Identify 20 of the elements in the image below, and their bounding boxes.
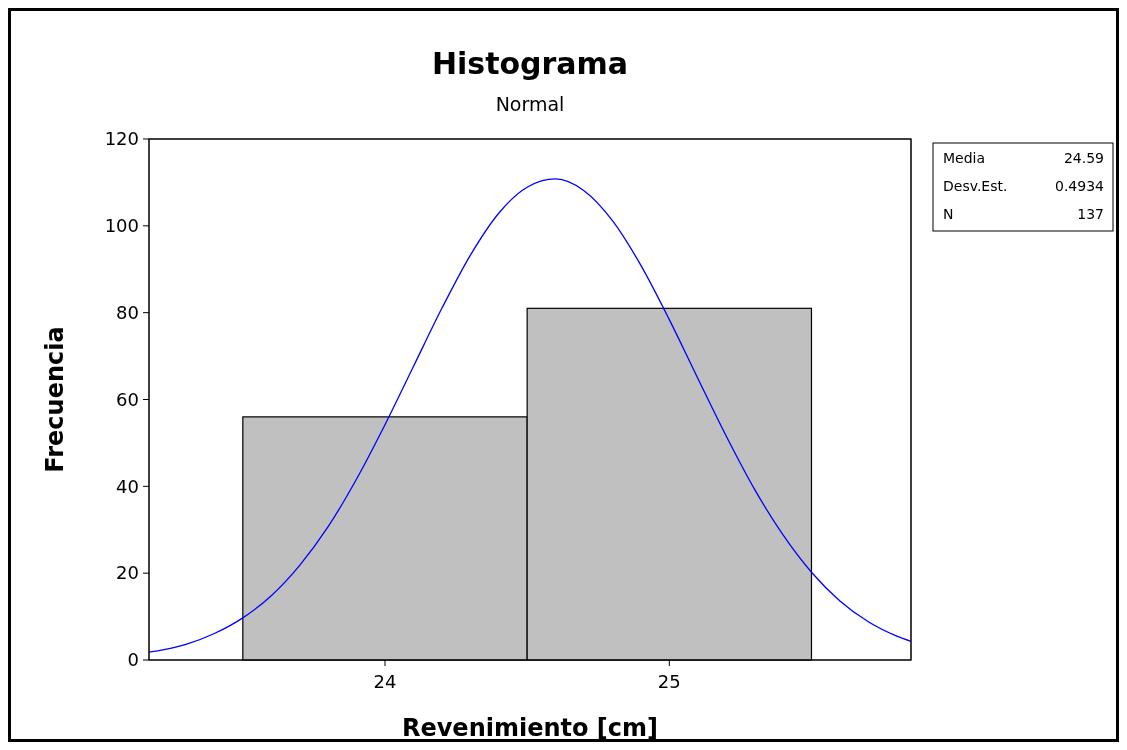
chart-subtitle: Normal bbox=[495, 93, 565, 115]
x-tick-label: 25 bbox=[657, 671, 681, 692]
y-tick-label: 60 bbox=[116, 388, 139, 410]
text: Desv.Est. bbox=[943, 178, 1008, 194]
x-tick-label: 24 bbox=[373, 671, 397, 692]
y-tick-label: 20 bbox=[116, 562, 139, 584]
y-tick-label: 0 bbox=[127, 649, 139, 671]
y-tick-label: 40 bbox=[116, 475, 139, 497]
text: 24.59 bbox=[1063, 150, 1104, 166]
text: 0.4934 bbox=[1055, 178, 1105, 194]
y-tick-label: 100 bbox=[104, 215, 139, 237]
line-series bbox=[149, 178, 911, 653]
y-tick-label: 80 bbox=[116, 301, 139, 323]
y-tick-label: 120 bbox=[104, 128, 139, 150]
text: 137 bbox=[1077, 206, 1104, 222]
x-axis-title: Revenimiento [cm] bbox=[401, 714, 659, 742]
text: Media bbox=[943, 150, 986, 166]
y-axis-title: Frecuencia bbox=[41, 326, 69, 473]
chart-title: Histograma bbox=[431, 46, 629, 81]
text: N bbox=[943, 206, 954, 222]
